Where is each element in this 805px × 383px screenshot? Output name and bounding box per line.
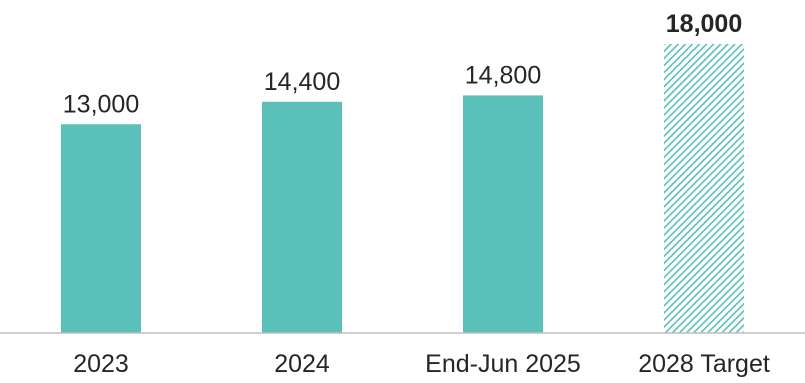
data-labels-group: 13,000 14,400 14,800 18,000	[63, 10, 742, 118]
bar-2024	[262, 101, 342, 333]
x-tick-label: End-Jun 2025	[425, 350, 581, 378]
data-label: 13,000	[63, 90, 139, 118]
bar-2028-target	[664, 44, 744, 333]
data-label: 14,400	[264, 68, 340, 96]
x-tick-label: 2023	[73, 350, 129, 378]
x-tick-label: 2028 Target	[638, 350, 770, 378]
bar-end-jun-2025	[463, 95, 543, 333]
data-label: 14,800	[465, 61, 541, 89]
x-tick-label: 2024	[274, 350, 330, 378]
bars-group	[61, 44, 744, 334]
x-tick-labels-group: 2023 2024 End-Jun 2025 2028 Target	[73, 350, 770, 378]
bar-2023	[61, 124, 141, 334]
data-label: 18,000	[666, 10, 742, 38]
